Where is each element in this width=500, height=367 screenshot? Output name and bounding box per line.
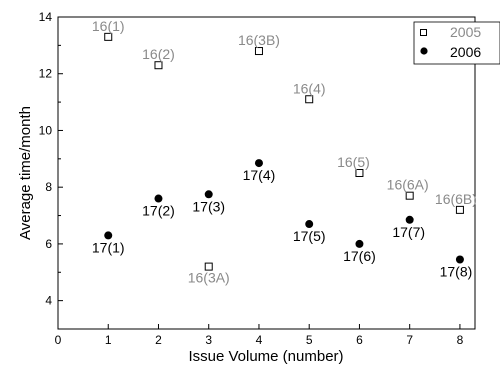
data-label-2006: 17(7) [392, 224, 425, 240]
point-2006 [204, 190, 213, 199]
data-label-2006: 17(8) [440, 264, 473, 280]
data-label-2006: 17(6) [343, 248, 376, 264]
point-2006 [254, 159, 263, 168]
point-2006 [405, 215, 414, 224]
data-points [104, 32, 464, 271]
data-label-2005: 16(2) [142, 46, 175, 62]
point-2005 [455, 205, 464, 214]
data-label-2005: 16(1) [92, 18, 125, 34]
legend-marker-2005 [420, 29, 427, 36]
data-label-2005: 16(3A) [188, 270, 230, 286]
x-tick-label: 8 [457, 333, 464, 347]
point-2006 [355, 239, 364, 248]
data-label-2005: 16(5) [337, 154, 370, 170]
data-label-2005: 16(6A) [387, 177, 429, 193]
y-tick-label: 12 [39, 67, 53, 81]
y-tick-label: 10 [39, 123, 53, 137]
y-axis-title: Average time/month [17, 106, 34, 240]
x-axis-ticks: 0 1 2 3 4 5 6 7 8 [55, 324, 464, 347]
x-tick-label: 2 [155, 333, 162, 347]
x-tick-label: 4 [256, 333, 263, 347]
data-label-2005: 16(6B) [435, 191, 477, 207]
plot-frame [57, 16, 476, 330]
data-labels: 16(1) 16(2) 16(3A) 16(3B) 16(4) 16(5) 16(6A) 16… [92, 18, 477, 286]
y-tick-label: 8 [45, 180, 52, 194]
data-label-2005: 16(4) [293, 80, 326, 96]
y-tick-label: 6 [45, 237, 52, 251]
point-2005 [355, 169, 364, 177]
x-axis-title: Issue Volume (number) [188, 348, 343, 365]
legend-label-2006: 2006 [450, 44, 481, 60]
x-tick-label: 0 [55, 333, 62, 347]
x-tick-label: 5 [306, 333, 313, 347]
point-2005 [405, 191, 414, 200]
data-label-2006: 17(4) [243, 167, 276, 183]
point-2006 [104, 231, 113, 240]
point-2006 [305, 220, 314, 229]
data-label-2006: 17(5) [293, 228, 326, 244]
point-2006 [154, 194, 163, 203]
x-tick-label: 7 [406, 333, 413, 347]
data-label-2006: 17(3) [192, 198, 225, 214]
data-label-2005: 16(3B) [238, 32, 280, 48]
x-tick-label: 6 [356, 333, 363, 347]
point-2006 [455, 255, 464, 264]
point-2005 [305, 95, 314, 104]
legend-label-2005: 2005 [450, 24, 481, 40]
x-tick-label: 3 [205, 333, 212, 347]
point-2005 [204, 262, 213, 271]
y-tick-label: 14 [39, 10, 53, 24]
legend-box [413, 21, 500, 65]
legend: 2005 2006 [413, 21, 500, 65]
legend-marker-2006 [420, 47, 428, 55]
data-label-2006: 17(2) [142, 203, 175, 219]
point-2005 [154, 61, 163, 70]
point-2005 [104, 32, 113, 41]
point-2005 [254, 47, 263, 56]
x-tick-label: 1 [105, 333, 112, 347]
data-label-2006: 17(1) [92, 239, 125, 255]
y-axis-ticks: 4 6 8 10 12 14 [39, 10, 63, 330]
y-tick-label: 4 [45, 294, 52, 308]
